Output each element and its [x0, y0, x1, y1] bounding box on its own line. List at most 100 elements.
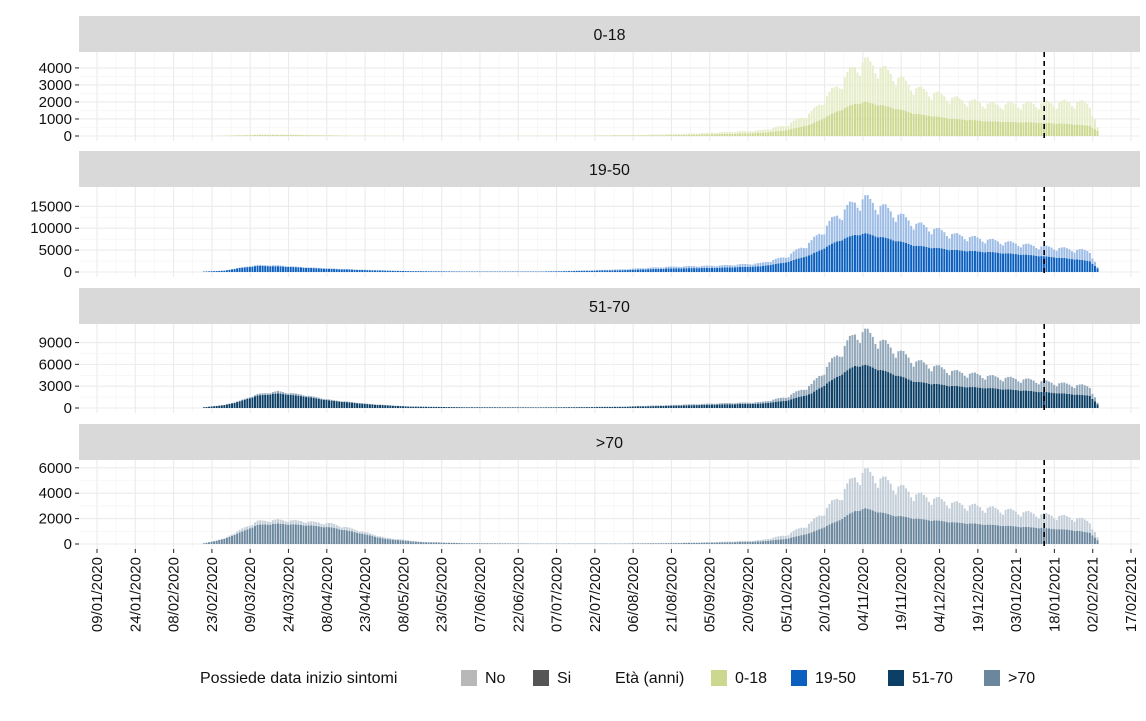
bar-no — [1030, 512, 1032, 527]
bar-no — [326, 399, 328, 400]
bar-no — [703, 404, 705, 405]
bar-no — [923, 225, 925, 247]
bar-no — [328, 523, 330, 527]
bar-no — [915, 361, 917, 381]
bar-no — [1051, 383, 1053, 393]
bar-no — [397, 539, 399, 540]
bar-si — [785, 130, 787, 136]
bar-si — [857, 511, 859, 544]
bar-no — [793, 393, 795, 399]
bar-no — [731, 132, 733, 134]
bar-si — [543, 407, 545, 408]
bar-si — [997, 122, 999, 136]
bar-no — [910, 91, 912, 113]
bar-no — [642, 268, 644, 269]
bar-no — [678, 405, 680, 406]
bar-no — [696, 266, 698, 268]
bar-no — [701, 133, 703, 134]
x-tick-label: 18/01/2021 — [1046, 557, 1063, 632]
bar-si — [392, 271, 394, 272]
bar-si — [640, 135, 642, 136]
bar-si — [762, 403, 764, 408]
bar-no — [246, 398, 248, 399]
bar-si — [443, 407, 445, 408]
bar-si — [397, 406, 399, 408]
bar-si — [918, 519, 920, 544]
bar-no — [244, 527, 246, 530]
bar-si — [637, 270, 639, 272]
bar-si — [211, 271, 213, 272]
bar-si — [394, 271, 396, 272]
bar-si — [660, 135, 662, 136]
bar-si — [1097, 404, 1099, 408]
bar-si — [1066, 530, 1068, 544]
bar-no — [857, 482, 859, 511]
bar-si — [670, 543, 672, 544]
bar-no — [989, 103, 991, 122]
bar-si — [371, 405, 373, 408]
bar-si — [729, 404, 731, 408]
bar-si — [550, 271, 552, 272]
bar-no — [609, 270, 611, 271]
bar-si — [1053, 529, 1055, 544]
bar-no — [1000, 244, 1002, 253]
bar-no — [869, 61, 871, 102]
bar-si — [938, 521, 940, 544]
bar-si — [1091, 535, 1093, 544]
bar-no — [1002, 381, 1004, 389]
bar-no — [287, 522, 289, 525]
bar-si — [724, 134, 726, 136]
bar-no — [1017, 107, 1019, 122]
bar-no — [984, 380, 986, 389]
bar-no — [652, 134, 654, 135]
bar-no — [716, 266, 718, 268]
bar-si — [660, 543, 662, 544]
bar-si — [1020, 391, 1022, 408]
bar-no — [979, 239, 981, 252]
bar-no — [969, 374, 971, 387]
bar-si — [387, 539, 389, 544]
bar-si — [1015, 122, 1017, 136]
bar-si — [423, 407, 425, 408]
bar-no — [1005, 104, 1007, 122]
bar-si — [382, 271, 384, 272]
bar-si — [1033, 391, 1035, 408]
bar-si — [359, 404, 361, 408]
bar-si — [203, 407, 205, 408]
bar-si — [254, 396, 256, 408]
bar-no — [844, 209, 846, 238]
bar-no — [892, 490, 894, 515]
bar-si — [831, 244, 833, 272]
bar-si — [1012, 254, 1014, 272]
bar-si — [310, 135, 312, 136]
bar-no — [1074, 253, 1076, 260]
bar-no — [737, 132, 739, 134]
bar-no — [346, 402, 348, 403]
bar-no — [788, 126, 790, 130]
bar-si — [369, 270, 371, 272]
bar-no — [749, 264, 751, 266]
bar-no — [757, 130, 759, 133]
bar-si — [553, 271, 555, 272]
bar-si — [402, 406, 404, 408]
bar-no — [264, 521, 266, 525]
bar-si — [874, 369, 876, 408]
bar-si — [834, 378, 836, 408]
bar-si — [987, 525, 989, 544]
bar-no — [971, 504, 973, 523]
bar-si — [920, 246, 922, 272]
bar-no — [1022, 244, 1024, 254]
bar-si — [1056, 529, 1058, 544]
bar-no — [1002, 110, 1004, 123]
bar-no — [244, 267, 246, 268]
bar-si — [264, 266, 266, 272]
bar-si — [573, 271, 575, 272]
bar-si — [882, 105, 884, 136]
y-tick-label: 0 — [64, 400, 72, 417]
bar-si — [272, 135, 274, 136]
bar-no — [897, 215, 899, 241]
bar-si — [849, 368, 851, 408]
bar-si — [811, 124, 813, 136]
bar-si — [790, 399, 792, 408]
bar-si — [780, 263, 782, 272]
